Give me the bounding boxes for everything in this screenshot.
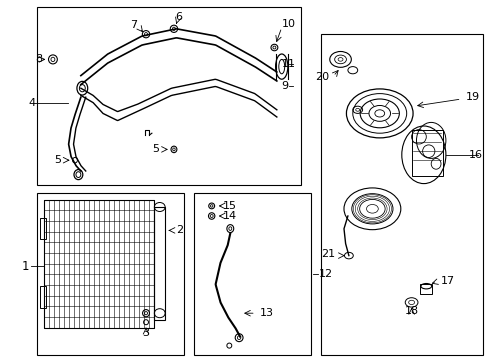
- Text: 10: 10: [282, 19, 296, 30]
- Text: 3: 3: [143, 328, 149, 338]
- Text: 5: 5: [54, 155, 61, 165]
- Text: 5: 5: [152, 144, 159, 154]
- Text: 6: 6: [175, 12, 182, 22]
- Bar: [194, 193, 311, 355]
- Text: 21: 21: [321, 249, 336, 259]
- Text: 4: 4: [28, 98, 36, 108]
- Bar: [321, 34, 483, 355]
- Text: 15: 15: [223, 201, 237, 211]
- Bar: [37, 193, 184, 355]
- Text: 11: 11: [282, 59, 296, 69]
- Bar: [412, 130, 443, 176]
- Bar: [40, 218, 46, 239]
- Text: 14: 14: [223, 211, 237, 221]
- Text: 12: 12: [318, 269, 333, 279]
- Bar: [44, 200, 154, 328]
- Text: 18: 18: [405, 306, 418, 316]
- Bar: [420, 284, 432, 294]
- Text: 16: 16: [468, 150, 483, 160]
- Bar: [154, 207, 165, 320]
- Text: 19: 19: [466, 92, 480, 102]
- Text: 17: 17: [441, 276, 455, 286]
- Bar: [37, 7, 301, 185]
- Text: 13: 13: [260, 308, 274, 318]
- Text: 8: 8: [35, 54, 43, 64]
- Text: 2: 2: [176, 225, 184, 235]
- Text: 9: 9: [282, 81, 289, 91]
- Text: 20: 20: [315, 72, 329, 82]
- Text: 1: 1: [22, 260, 29, 273]
- Bar: [40, 286, 46, 308]
- Text: 7: 7: [130, 20, 137, 30]
